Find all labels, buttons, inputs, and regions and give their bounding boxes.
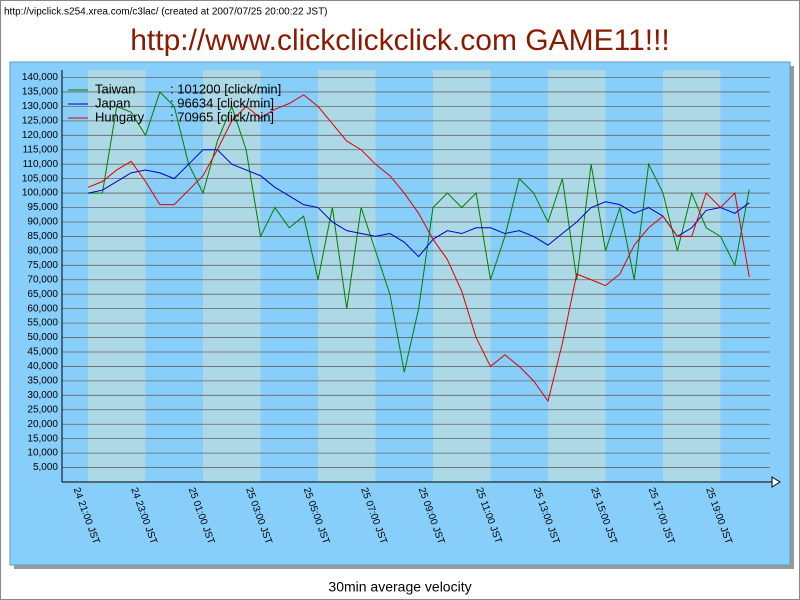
y-tick-label: 95,000 <box>27 202 58 213</box>
y-tick-label: 135,000 <box>22 87 59 98</box>
y-tick-label: 80,000 <box>27 246 58 257</box>
y-tick-label: 90,000 <box>27 217 58 228</box>
series-line <box>88 91 750 373</box>
axis-arrow <box>771 476 781 488</box>
legend-name: Taiwan <box>95 81 135 96</box>
y-tick-label: 125,000 <box>22 115 59 126</box>
header: http://vipclick.s254.xrea.com/c3lac/ (cr… <box>4 7 328 18</box>
y-tick-label: 40,000 <box>27 361 58 372</box>
y-tick-label: 70,000 <box>27 274 58 285</box>
chart-title: http://www.clickclickclick.com GAME11!!! <box>130 24 670 57</box>
y-tick-label: 10,000 <box>27 448 58 459</box>
y-tick-label: 85,000 <box>27 231 58 242</box>
y-tick-label: 100,000 <box>22 188 59 199</box>
band <box>433 70 491 482</box>
band <box>62 70 88 482</box>
band <box>720 70 770 482</box>
band <box>318 70 376 482</box>
series-line <box>87 149 750 258</box>
legend-value: : 101200 [click/min] <box>170 81 281 96</box>
y-tick-label: 75,000 <box>27 260 58 271</box>
y-tick-label: 110,000 <box>23 159 59 170</box>
y-tick-label: 25,000 <box>27 404 58 415</box>
series-line <box>87 94 750 403</box>
band <box>203 70 261 482</box>
y-tick-label: 105,000 <box>22 173 59 184</box>
plot: 5,000 10,000 15,000 20,000 25,000 30,000 35,00… <box>22 70 781 546</box>
y-tick-label: 5,000 <box>33 462 58 473</box>
legend-value: : 70965 [click/min] <box>170 109 274 124</box>
y-tick-label: 60,000 <box>27 303 58 314</box>
legend-name: Hungary <box>95 109 145 124</box>
y-tick-label: 120,000 <box>22 130 59 141</box>
band <box>88 70 146 482</box>
band <box>490 70 548 482</box>
x-axis-title: 30min average velocity <box>328 579 471 595</box>
y-tick-label: 130,000 <box>22 101 59 112</box>
y-tick-label: 15,000 <box>27 433 58 444</box>
y-tick-label: 50,000 <box>27 332 58 343</box>
legend-name: Japan <box>95 95 130 110</box>
y-tick-label: 20,000 <box>27 419 58 430</box>
y-tick-label: 55,000 <box>27 318 58 329</box>
y-tick-label: 30,000 <box>27 390 58 401</box>
y-tick-label: 140,000 <box>22 72 59 83</box>
band <box>260 70 318 482</box>
y-tick-label: 65,000 <box>27 289 58 300</box>
y-tick-label: 45,000 <box>27 347 58 358</box>
legend-value: : 96634 [click/min] <box>170 95 274 110</box>
y-tick-label: 35,000 <box>27 376 58 387</box>
band <box>663 70 721 482</box>
y-tick-label: 115,000 <box>23 144 59 155</box>
band <box>145 70 203 482</box>
